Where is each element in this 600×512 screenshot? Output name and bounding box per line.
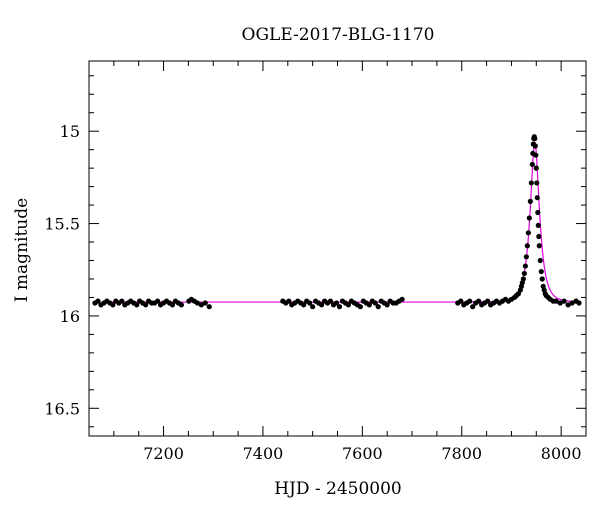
data-point <box>327 298 334 304</box>
data-point <box>169 302 176 308</box>
data-point <box>345 302 352 308</box>
data-point <box>528 180 534 186</box>
data-point <box>533 152 539 158</box>
data-point <box>470 304 476 310</box>
tick-labels: 7200 7400 7600 7800 8000 15 15.5 16 16.5 <box>44 122 581 463</box>
data-point <box>533 165 539 171</box>
x-tick-label: 7600 <box>342 444 383 463</box>
data-point <box>372 300 378 306</box>
data-point <box>557 300 563 306</box>
data-point <box>375 304 381 310</box>
data-point <box>286 298 292 304</box>
data-point <box>553 298 559 304</box>
data-point <box>95 298 101 304</box>
data-point <box>534 180 540 186</box>
data-point <box>336 304 343 310</box>
data-point <box>565 302 571 308</box>
data-point <box>301 302 307 308</box>
data-point <box>525 230 531 236</box>
data-point <box>524 243 530 249</box>
data-point <box>384 302 390 308</box>
data-point <box>399 296 405 302</box>
data-point <box>357 304 363 310</box>
data-point <box>458 298 464 304</box>
data-point <box>561 298 567 304</box>
x-axis-label: HJD - 2450000 <box>274 479 402 499</box>
data-point <box>536 243 542 249</box>
data-point <box>539 276 545 282</box>
data-point <box>521 270 527 277</box>
plot-area <box>88 60 587 437</box>
y-tick-label: 16.5 <box>44 399 80 418</box>
data-point <box>484 298 491 304</box>
data-point <box>522 263 528 269</box>
x-tick-label: 7400 <box>243 444 284 463</box>
data-point <box>535 209 541 216</box>
data-point <box>134 302 140 308</box>
y-tick-label: 15 <box>60 122 80 141</box>
data-point <box>310 304 316 310</box>
data-point <box>206 304 212 310</box>
data-point <box>526 215 532 221</box>
data-point <box>576 300 582 306</box>
model-curve <box>109 141 580 303</box>
data-point <box>178 302 185 308</box>
data-point <box>143 302 149 308</box>
data-point <box>467 298 473 304</box>
data-point <box>198 302 204 308</box>
x-tick-label: 8000 <box>541 444 582 463</box>
data-point <box>119 298 125 304</box>
data-point <box>333 300 340 306</box>
axis-ticks <box>88 61 587 436</box>
data-point <box>202 300 208 306</box>
data-point <box>194 300 200 306</box>
y-tick-label: 16 <box>60 307 80 326</box>
data-point <box>307 300 313 306</box>
data-point <box>536 233 542 240</box>
data-point <box>520 276 526 282</box>
x-tick-label: 7200 <box>143 444 184 463</box>
data-point <box>534 195 540 201</box>
data-points <box>92 134 582 310</box>
y-axis-label: I magnitude <box>12 198 32 302</box>
data-point <box>319 302 325 308</box>
y-tick-label: 15.5 <box>44 215 80 234</box>
plot-frame <box>88 60 587 437</box>
data-point <box>523 254 529 260</box>
x-tick-label: 7800 <box>441 444 482 463</box>
data-point <box>535 222 541 229</box>
data-point <box>538 268 544 275</box>
data-point <box>537 257 543 264</box>
data-point <box>532 135 538 142</box>
data-point <box>532 143 538 149</box>
data-point <box>529 161 535 168</box>
data-point <box>366 302 372 308</box>
chart-title: OGLE-2017-BLG-1170 <box>242 25 435 45</box>
data-point <box>527 198 533 204</box>
data-point <box>476 298 482 304</box>
data-point <box>154 298 161 304</box>
data-point <box>110 302 116 308</box>
data-point <box>569 300 575 306</box>
